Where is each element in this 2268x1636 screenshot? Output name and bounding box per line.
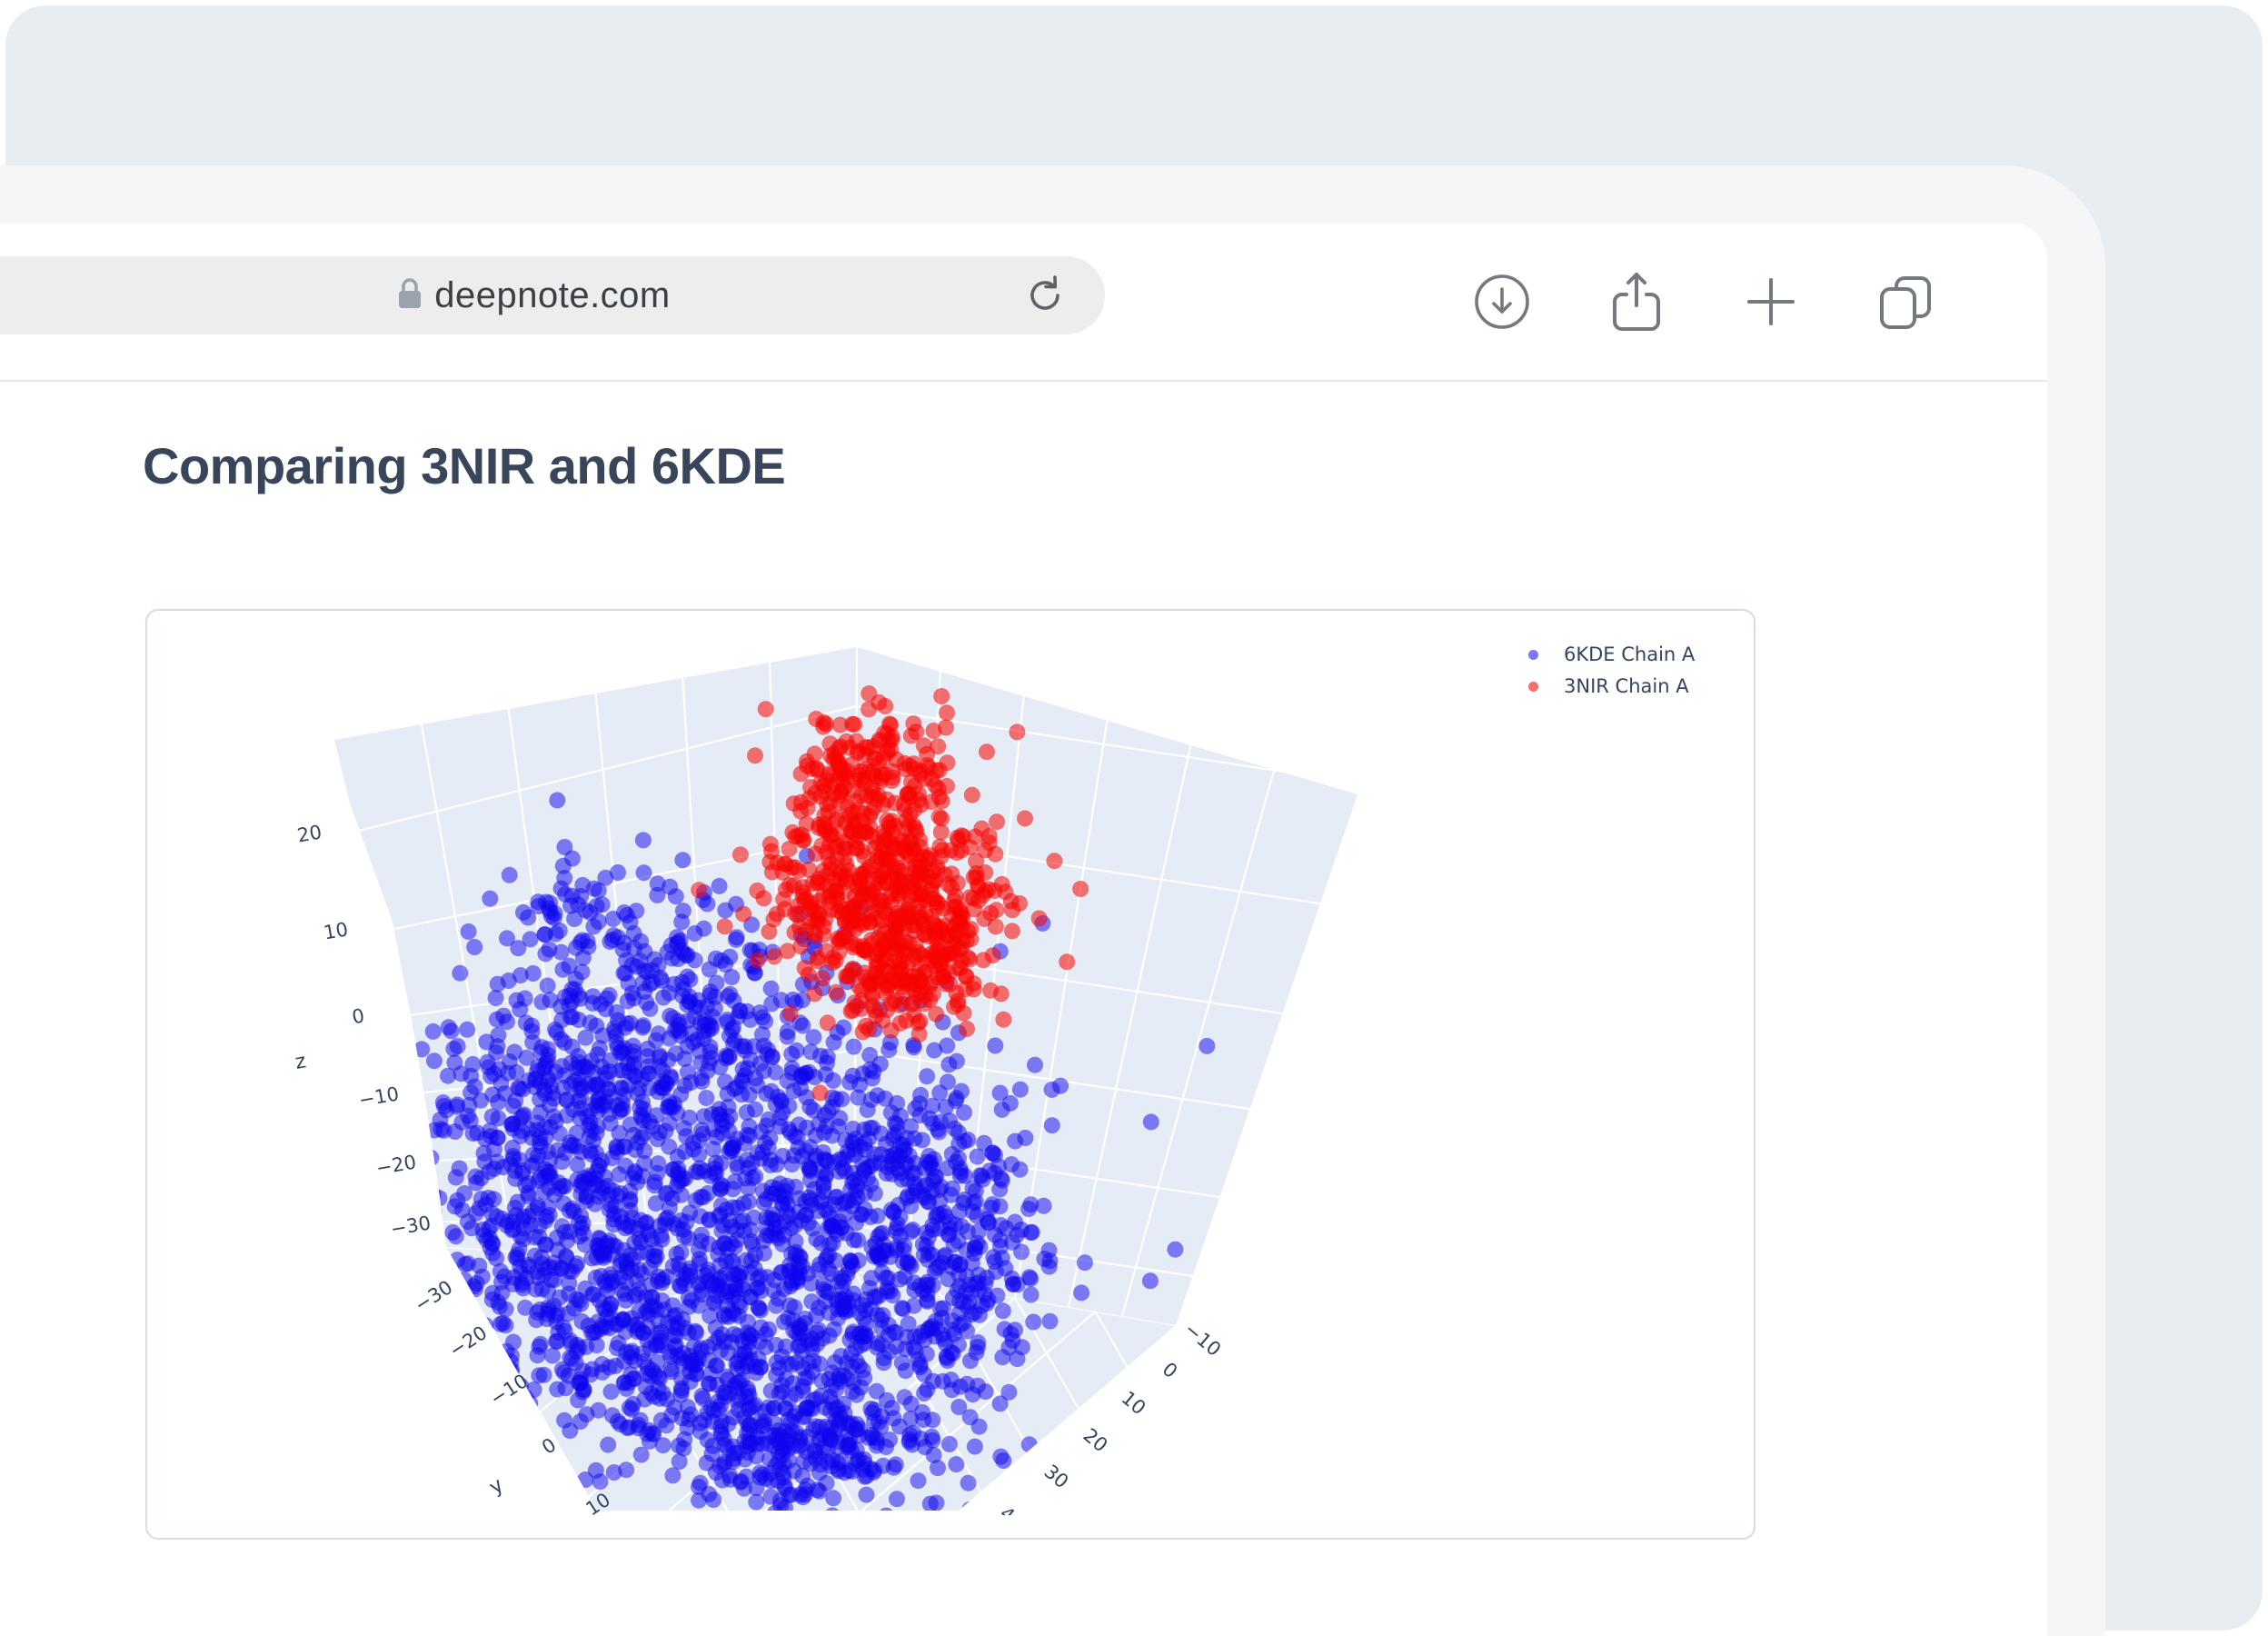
plus-icon	[1747, 277, 1795, 325]
svg-text:−10: −10	[357, 1082, 401, 1111]
svg-text:−20: −20	[374, 1151, 418, 1179]
tabs-icon	[1880, 275, 1931, 329]
legend-item-6kde[interactable]: 6KDE Chain A	[1528, 643, 1695, 665]
svg-text:30: 30	[1040, 1461, 1073, 1493]
svg-text:0: 0	[351, 1004, 366, 1028]
browser-window: deepnote.com	[0, 165, 2105, 1636]
toolbar-icon-group	[1469, 223, 1938, 380]
legend-label: 3NIR Chain A	[1564, 675, 1689, 697]
lock-icon	[398, 277, 422, 314]
svg-text:0: 0	[1159, 1358, 1182, 1382]
share-button[interactable]	[1604, 269, 1669, 334]
svg-text:10: 10	[322, 918, 349, 943]
svg-text:−10: −10	[1180, 1318, 1225, 1361]
legend-item-3nir[interactable]: 3NIR Chain A	[1528, 675, 1695, 697]
svg-text:−20: −20	[445, 1322, 491, 1362]
share-icon	[1613, 272, 1660, 331]
download-button[interactable]	[1469, 269, 1535, 334]
chart-card: 20 10 0 −10 −20 −30 z −30 −20 −10 0 10 y −10 0 10 20 30 40…	[145, 609, 1756, 1540]
browser-toolbar: deepnote.com	[0, 223, 2047, 382]
svg-text:40: 40	[996, 1502, 1029, 1535]
svg-text:y: y	[485, 1474, 508, 1500]
svg-text:−30: −30	[389, 1212, 433, 1240]
download-icon	[1475, 274, 1529, 329]
legend-marker-1	[1528, 681, 1538, 692]
svg-text:10: 10	[1118, 1387, 1150, 1420]
legend-marker-0	[1528, 649, 1538, 660]
page-content: Comparing 3NIR and 6KDE 20 10 0 −10 −20 −30 z −…	[0, 382, 2047, 1636]
new-tab-button[interactable]	[1738, 269, 1804, 334]
reload-button[interactable]	[1018, 268, 1072, 323]
svg-text:−30: −30	[411, 1276, 456, 1316]
legend-label: 6KDE Chain A	[1564, 643, 1696, 665]
page-title: Comparing 3NIR and 6KDE	[143, 437, 786, 494]
plot-legend: 6KDE Chain A 3NIR Chain A	[1528, 643, 1695, 697]
url-text: deepnote.com	[434, 274, 671, 315]
address-bar[interactable]: deepnote.com	[0, 256, 1105, 334]
tab-overview-button[interactable]	[1873, 269, 1938, 334]
svg-text:z: z	[293, 1050, 308, 1074]
svg-text:20: 20	[1079, 1424, 1112, 1457]
svg-text:20: 20	[295, 821, 323, 846]
